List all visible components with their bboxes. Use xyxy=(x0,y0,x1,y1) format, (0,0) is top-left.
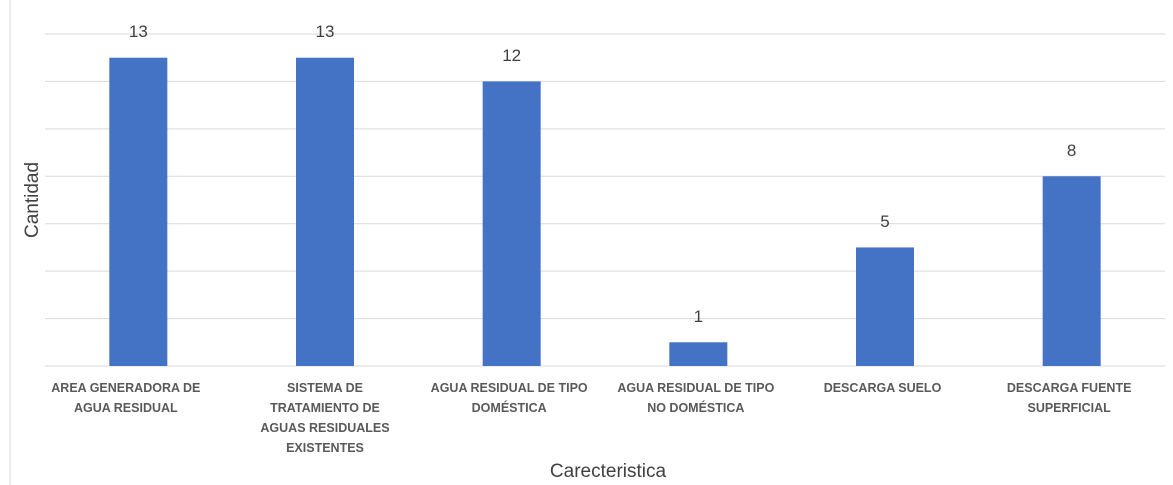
data-label: 12 xyxy=(502,46,521,65)
data-label: 13 xyxy=(316,22,335,41)
x-tick-label: AGUA RESIDUAL DE TIPO NO DOMÉSTICA xyxy=(617,381,775,415)
x-tick-label: SISTEMA DE TRATAMIENTO DE AGUAS RESIDUAL… xyxy=(260,381,390,455)
bar xyxy=(1042,176,1101,366)
bar xyxy=(856,247,914,366)
bar xyxy=(669,342,728,366)
bar xyxy=(109,57,168,366)
x-tick-label: AREA GENERADORA DE AGUA RESIDUAL xyxy=(51,381,201,415)
x-tick-label: AGUA RESIDUAL DE TIPO DOMÉSTICA xyxy=(430,381,588,415)
x-tick-label: DESCARGA SUELO xyxy=(823,381,942,395)
x-tick-label: DESCARGA FUENTE SUPERFICIAL xyxy=(1006,381,1132,415)
y-axis-title: Cantidad xyxy=(22,162,43,238)
x-axis-title: Carecteristica xyxy=(550,461,667,482)
bar xyxy=(482,81,541,366)
bar xyxy=(296,57,354,366)
data-label: 13 xyxy=(129,22,148,41)
data-label: 1 xyxy=(694,307,703,326)
data-label: 5 xyxy=(880,212,889,231)
data-label: 8 xyxy=(1067,141,1076,160)
